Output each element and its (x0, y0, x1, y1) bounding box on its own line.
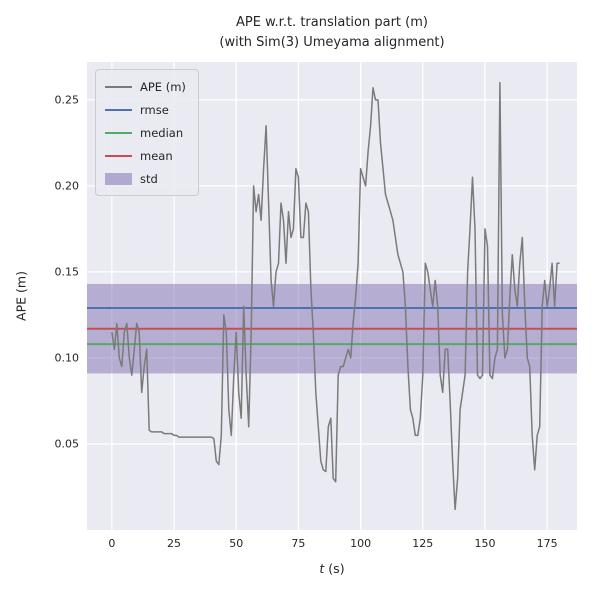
y-tick-label: 0.25 (54, 93, 80, 107)
x-axis-label-variable: t (319, 561, 325, 576)
legend-item-std: std (105, 167, 186, 190)
x-axis-label: t (s) (87, 561, 577, 576)
legend-label: std (140, 171, 158, 186)
x-tick-label: 175 (536, 537, 558, 550)
plot-area: APE (m) rmse median mean std (87, 62, 577, 530)
x-tick-label: 125 (412, 537, 434, 550)
y-tick-label: 0.10 (54, 351, 80, 365)
legend-label: APE (m) (140, 79, 186, 94)
x-tick-label: 75 (291, 537, 306, 550)
legend-line-swatch (105, 154, 132, 157)
chart-title-line1: APE w.r.t. translation part (m) (236, 15, 428, 30)
y-tick-label: 0.15 (54, 265, 80, 279)
ape-line (111, 81, 560, 511)
x-tick-label: 50 (229, 537, 244, 550)
y-tick-label: 0.20 (54, 179, 80, 193)
legend-line-swatch (105, 131, 132, 134)
x-tick-label: 25 (167, 537, 182, 550)
legend-item-mean: mean (105, 144, 186, 167)
legend: APE (m) rmse median mean std (95, 69, 199, 196)
legend-label: mean (140, 148, 173, 163)
legend-item-ape: APE (m) (105, 75, 186, 98)
legend-item-rmse: rmse (105, 98, 186, 121)
x-axis-label-unit: (s) (324, 561, 345, 576)
legend-label: rmse (140, 102, 169, 117)
legend-line-swatch (105, 85, 132, 88)
chart-title: APE w.r.t. translation part (m) (with Si… (87, 13, 577, 53)
legend-item-median: median (105, 121, 186, 144)
x-tick-label: 0 (108, 537, 116, 550)
y-axis-label: APE (m) (13, 271, 29, 321)
y-tick-label: 0.05 (54, 437, 80, 451)
x-tick-label: 100 (350, 537, 372, 550)
x-tick-label: 150 (474, 537, 496, 550)
legend-line-swatch (105, 108, 132, 111)
legend-band-swatch (105, 172, 132, 185)
legend-label: median (140, 125, 184, 140)
chart-title-line2: (with Sim(3) Umeyama alignment) (219, 35, 445, 51)
